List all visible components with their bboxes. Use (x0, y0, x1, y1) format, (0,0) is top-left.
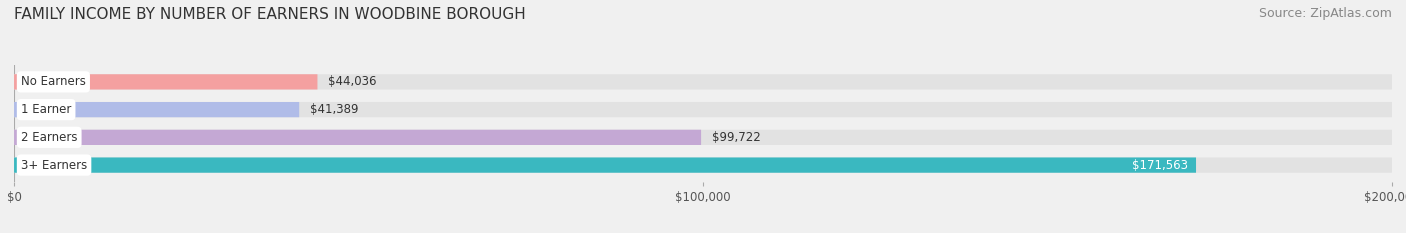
Text: Source: ZipAtlas.com: Source: ZipAtlas.com (1258, 7, 1392, 20)
Text: FAMILY INCOME BY NUMBER OF EARNERS IN WOODBINE BOROUGH: FAMILY INCOME BY NUMBER OF EARNERS IN WO… (14, 7, 526, 22)
Text: 3+ Earners: 3+ Earners (21, 159, 87, 171)
FancyBboxPatch shape (14, 158, 1197, 173)
Text: $44,036: $44,036 (329, 75, 377, 88)
Text: 2 Earners: 2 Earners (21, 131, 77, 144)
FancyBboxPatch shape (14, 74, 1392, 89)
FancyBboxPatch shape (14, 102, 1392, 117)
FancyBboxPatch shape (14, 158, 1392, 173)
Text: No Earners: No Earners (21, 75, 86, 88)
Text: $171,563: $171,563 (1132, 159, 1188, 171)
Text: 1 Earner: 1 Earner (21, 103, 72, 116)
FancyBboxPatch shape (14, 130, 1392, 145)
Text: $99,722: $99,722 (711, 131, 761, 144)
FancyBboxPatch shape (14, 102, 299, 117)
Text: $41,389: $41,389 (311, 103, 359, 116)
FancyBboxPatch shape (14, 130, 702, 145)
FancyBboxPatch shape (14, 74, 318, 89)
